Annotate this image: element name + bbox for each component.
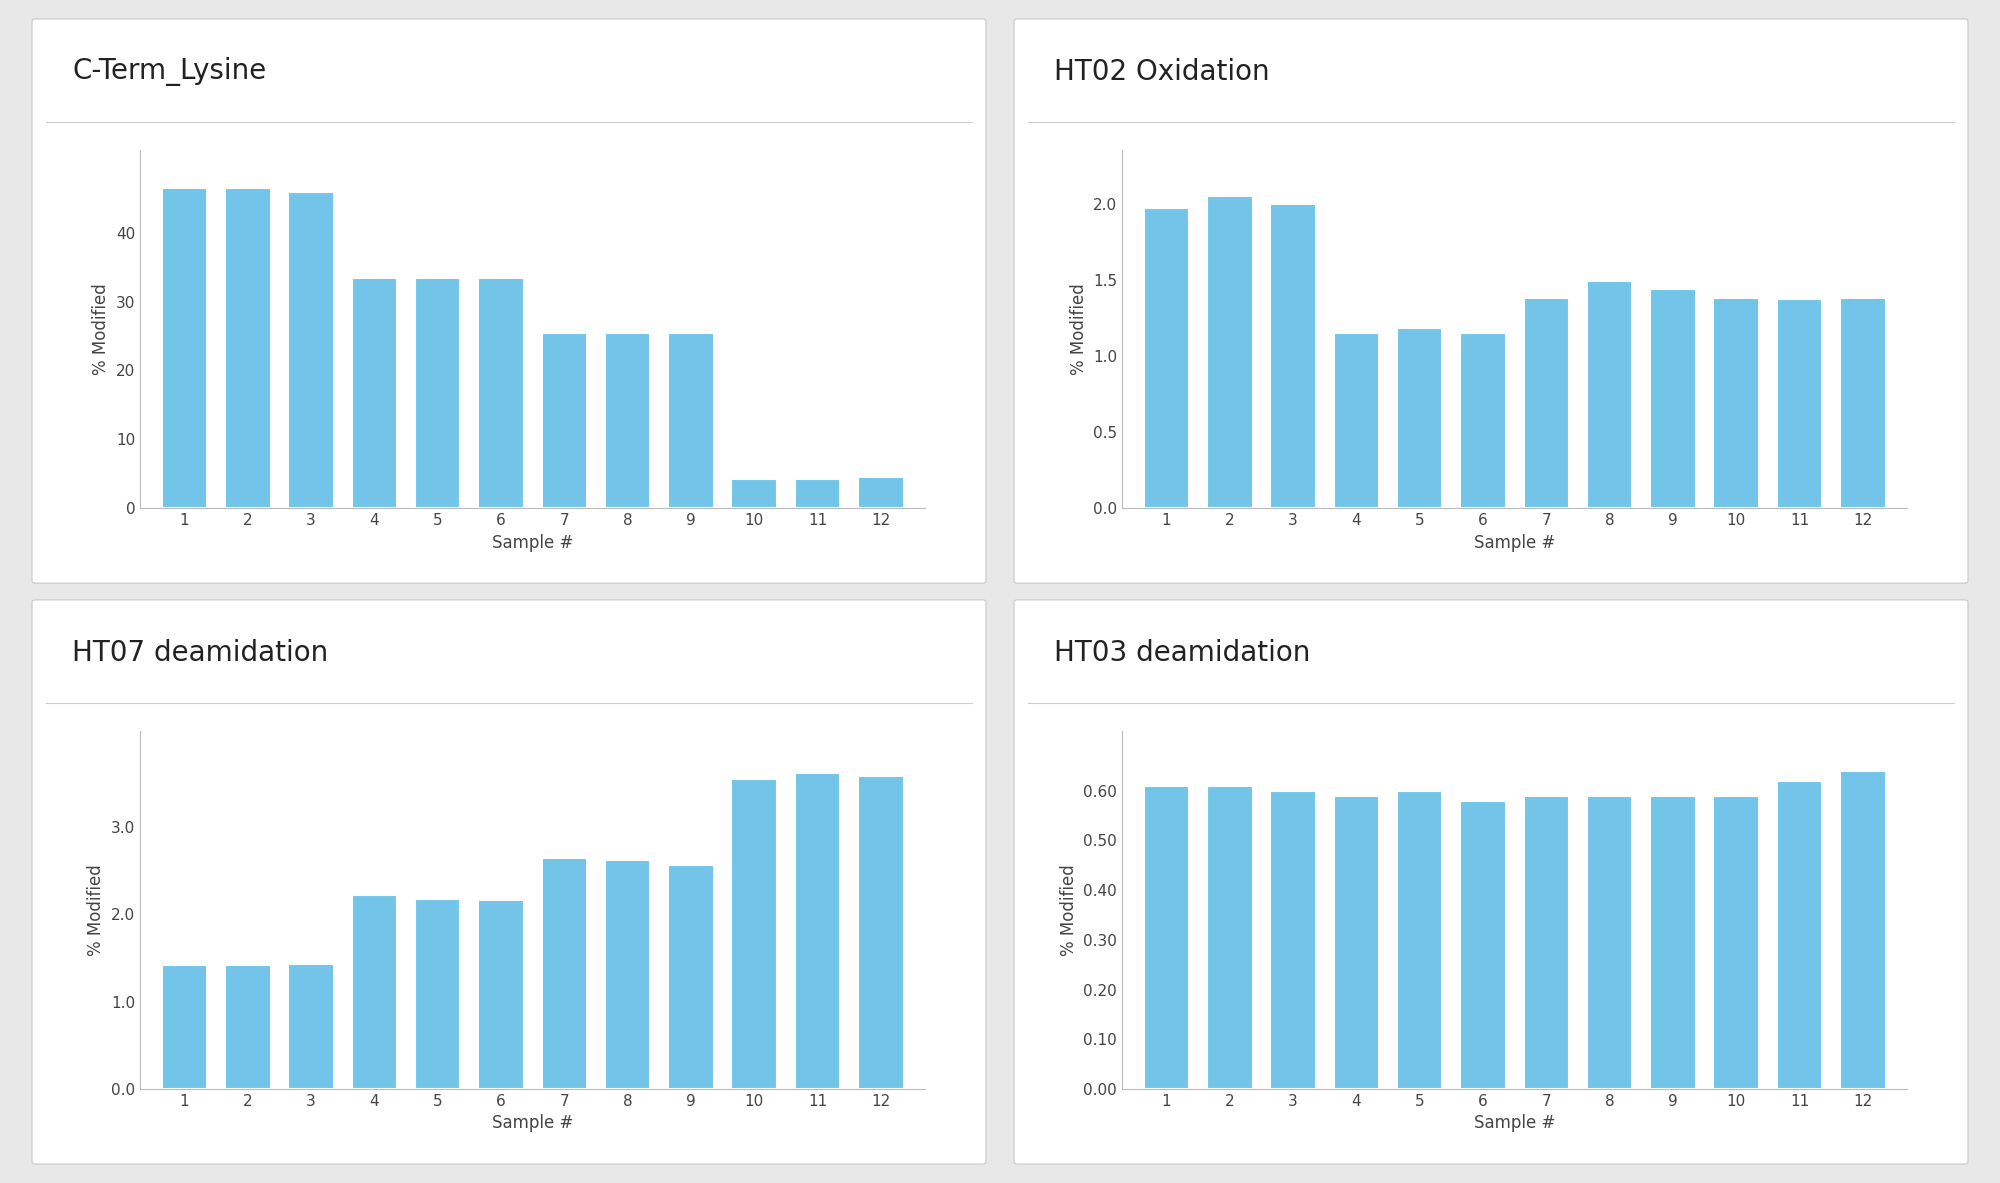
Bar [604, 860, 650, 1090]
Bar [1650, 289, 1696, 509]
Bar [858, 776, 904, 1090]
Bar [352, 896, 398, 1090]
Y-axis label: % Modified: % Modified [88, 864, 106, 956]
Bar [1524, 796, 1570, 1090]
Text: HT07 deamidation: HT07 deamidation [72, 639, 328, 666]
Bar [288, 192, 334, 509]
Bar [1586, 282, 1632, 509]
Bar [668, 866, 714, 1090]
Bar [1714, 796, 1760, 1090]
Bar [1524, 298, 1570, 509]
Bar [1144, 208, 1190, 509]
X-axis label: Sample #: Sample # [492, 534, 574, 551]
Bar [1396, 329, 1442, 509]
Bar [668, 332, 714, 509]
Bar [1460, 332, 1506, 509]
Bar [478, 899, 524, 1090]
Bar [1776, 781, 1822, 1090]
Bar [732, 479, 778, 509]
Text: HT02 Oxidation: HT02 Oxidation [1054, 58, 1270, 85]
Bar [1840, 298, 1886, 509]
Bar [1460, 801, 1506, 1090]
Bar [1144, 786, 1190, 1090]
Bar [224, 965, 270, 1090]
Bar [858, 477, 904, 509]
Bar [162, 188, 208, 509]
Bar [1650, 796, 1696, 1090]
Bar [732, 780, 778, 1090]
Bar [1334, 796, 1380, 1090]
Bar [224, 188, 270, 509]
Bar [1270, 203, 1316, 509]
Bar [542, 858, 588, 1090]
X-axis label: Sample #: Sample # [1474, 534, 1556, 551]
Bar [1206, 786, 1252, 1090]
Bar [794, 772, 840, 1090]
Bar [1270, 790, 1316, 1090]
Bar [1334, 332, 1380, 509]
Bar [288, 964, 334, 1090]
X-axis label: Sample #: Sample # [492, 1114, 574, 1132]
X-axis label: Sample #: Sample # [1474, 1114, 1556, 1132]
Text: C-Term_Lysine: C-Term_Lysine [72, 57, 266, 86]
Y-axis label: % Modified: % Modified [1070, 283, 1088, 375]
Bar [414, 899, 460, 1090]
Bar [352, 278, 398, 509]
Bar [162, 965, 208, 1090]
Bar [1206, 196, 1252, 509]
Bar [604, 332, 650, 509]
Bar [414, 278, 460, 509]
Y-axis label: % Modified: % Modified [1060, 864, 1078, 956]
Bar [1396, 790, 1442, 1090]
Bar [794, 479, 840, 509]
Bar [1586, 796, 1632, 1090]
Text: HT03 deamidation: HT03 deamidation [1054, 639, 1310, 666]
Bar [542, 332, 588, 509]
Bar [1840, 771, 1886, 1090]
Bar [1776, 299, 1822, 509]
Bar [1714, 298, 1760, 509]
Y-axis label: % Modified: % Modified [92, 283, 110, 375]
Bar [478, 278, 524, 509]
